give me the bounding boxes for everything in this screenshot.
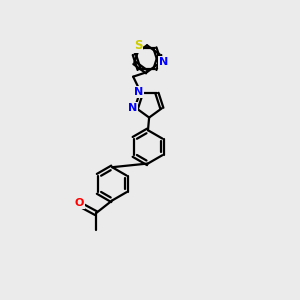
Text: S: S (134, 38, 142, 52)
Text: N: N (159, 57, 169, 67)
Text: O: O (74, 198, 84, 208)
Text: N: N (134, 87, 143, 97)
Text: N: N (128, 103, 137, 113)
